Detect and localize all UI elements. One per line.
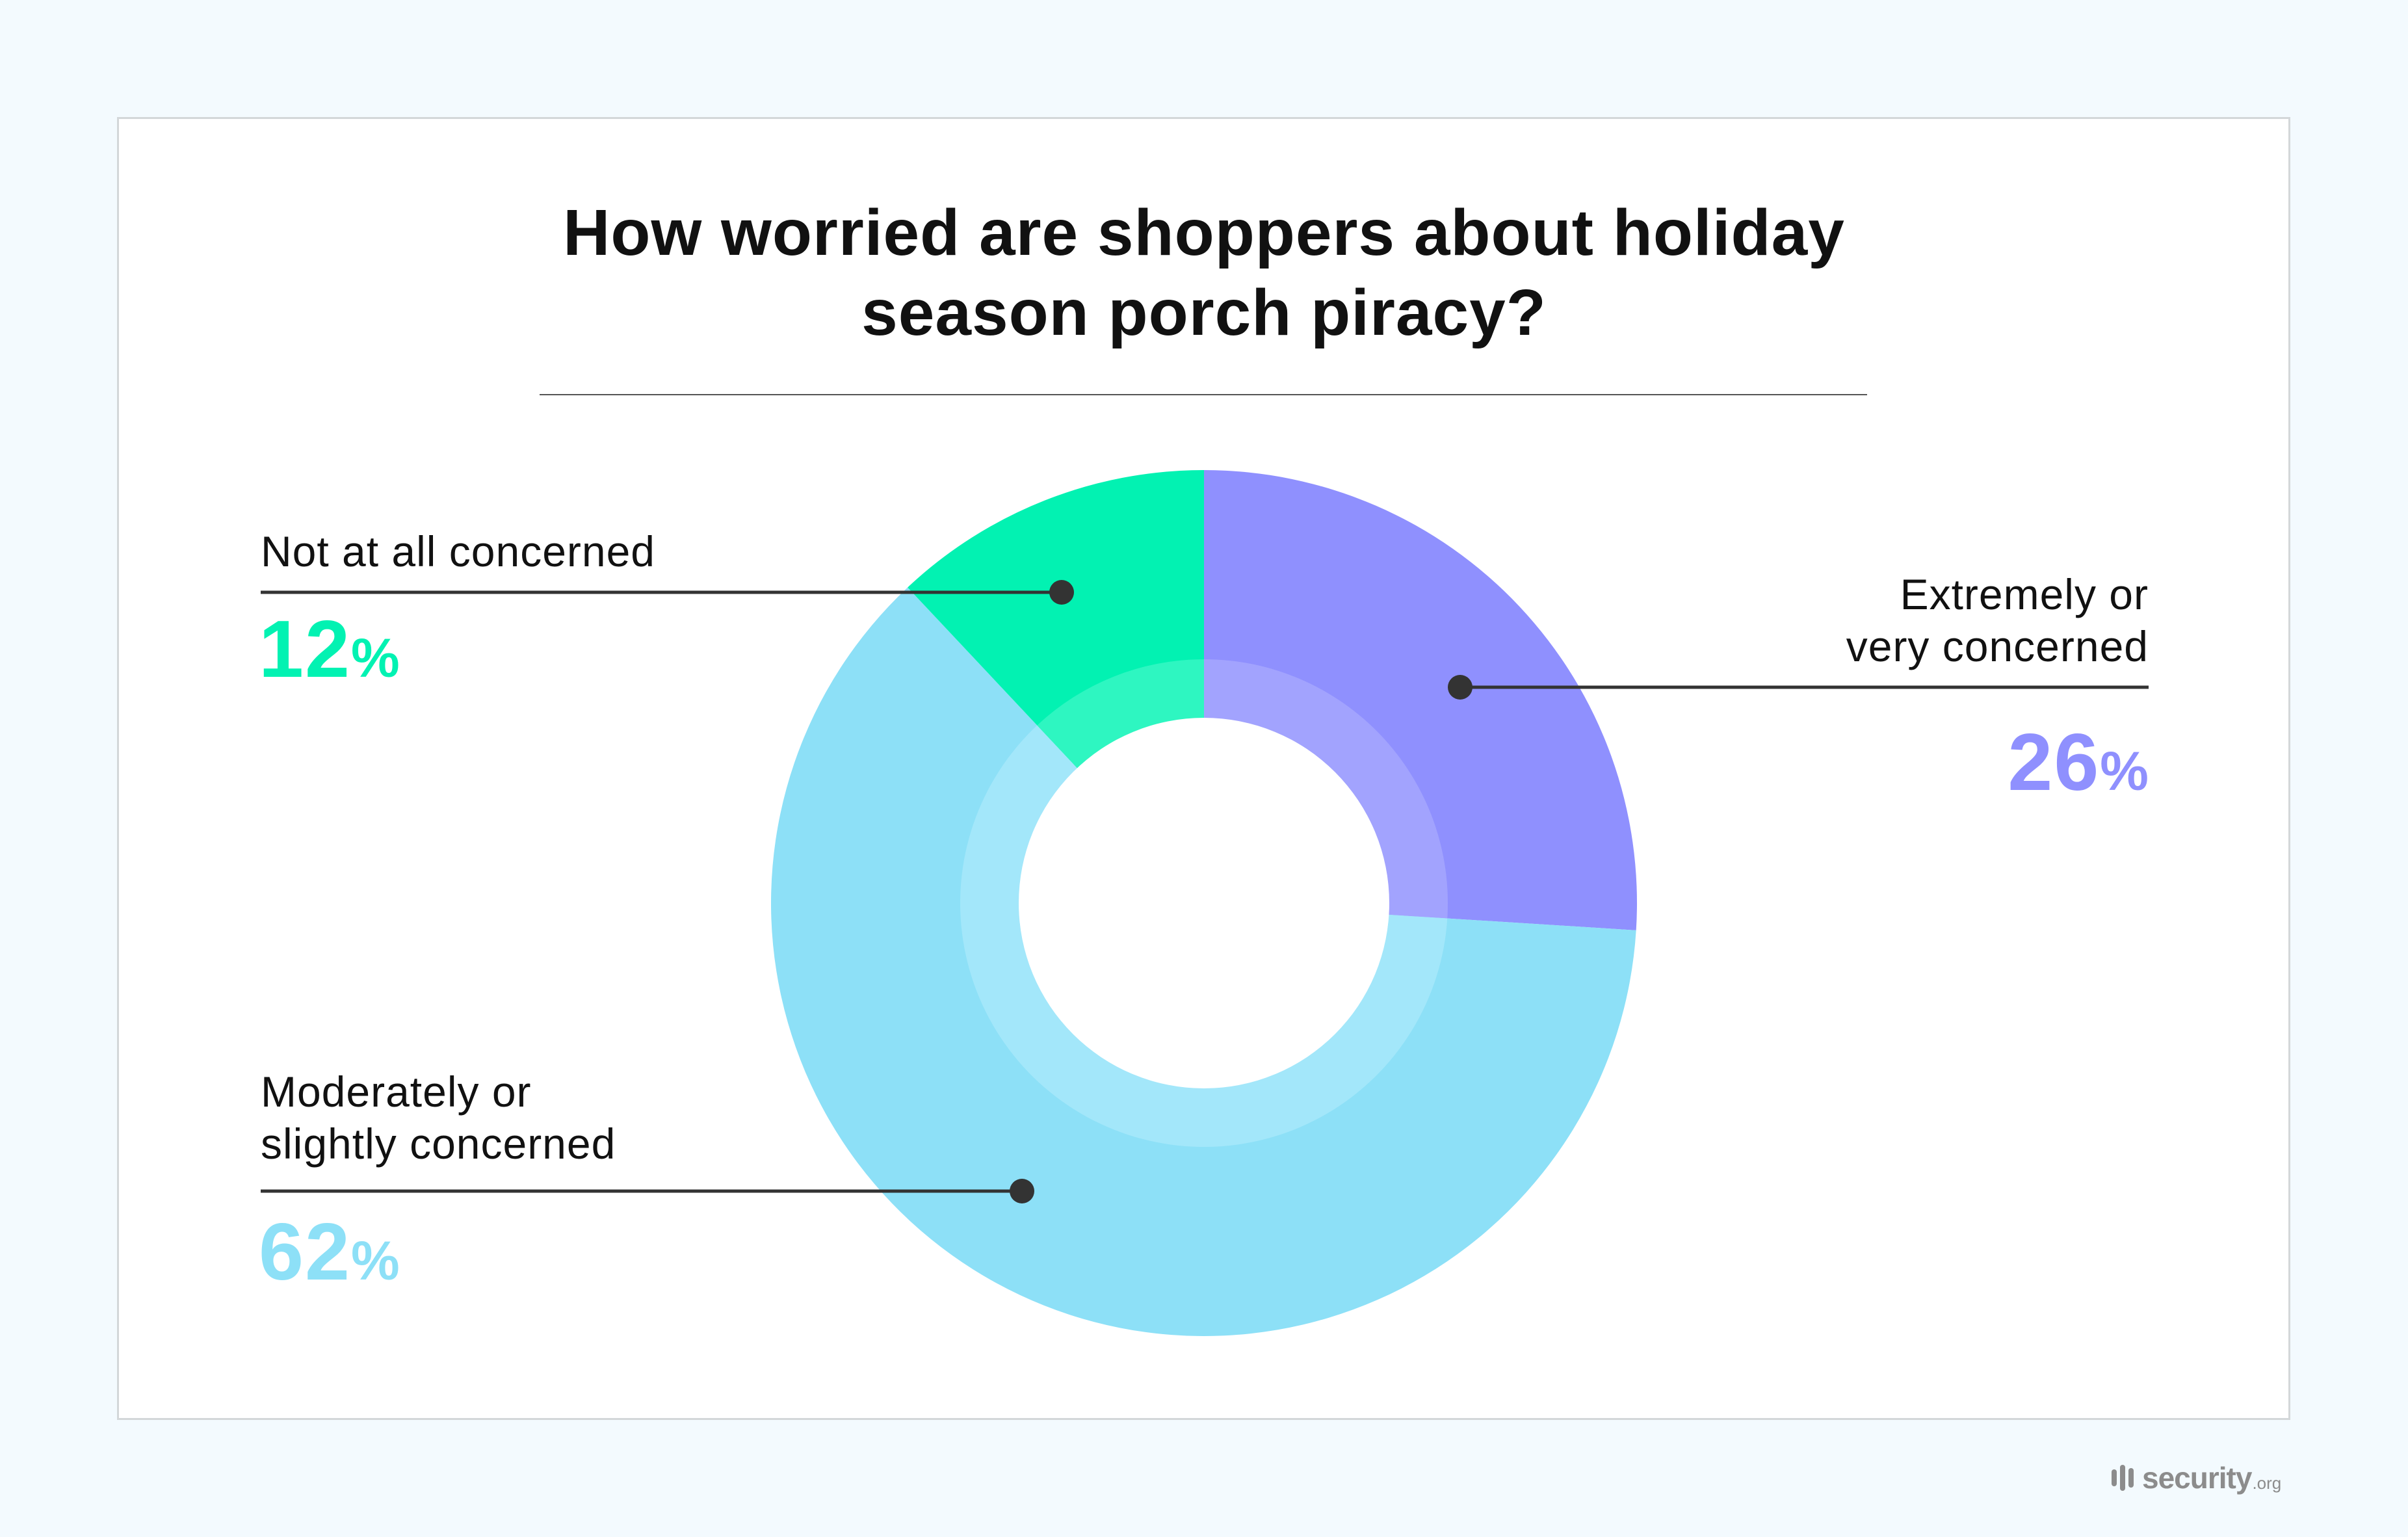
- logo-word: security: [2142, 1461, 2252, 1495]
- logo-tld: .org: [2252, 1473, 2282, 1493]
- value-extreme: 26%: [2008, 722, 2149, 811]
- label-not-at-all: Not at all concerned: [261, 527, 656, 575]
- value-number: 26: [2008, 718, 2100, 808]
- leader-dot-icon: [1010, 1179, 1034, 1203]
- value-moderate: 62%: [259, 1212, 400, 1301]
- leader-line-moderate: [261, 1179, 1034, 1203]
- chart-title-line-2: season porch piracy?: [861, 276, 1547, 349]
- percent-sign: %: [350, 627, 400, 689]
- leader-line-extreme: [1448, 675, 2149, 700]
- leader-dot-icon: [1448, 675, 1472, 700]
- percent-sign: %: [350, 1230, 400, 1291]
- leader-line-not-at-all: [261, 580, 1074, 605]
- chart-title: How worried are shoppers about holiday s…: [0, 193, 2408, 353]
- title-separator: [540, 394, 1867, 395]
- security-org-logo: security .org: [2112, 1461, 2282, 1495]
- donut-hole: [1019, 718, 1389, 1088]
- percent-sign: %: [2100, 741, 2149, 802]
- label-moderate: Moderately or slightly concerned: [261, 1068, 616, 1168]
- value-not-at-all: 12%: [259, 609, 400, 698]
- label-extreme: Extremely or very concerned: [1846, 570, 2149, 670]
- value-number: 62: [259, 1207, 351, 1297]
- chart-title-line-1: How worried are shoppers about holiday: [563, 196, 1845, 269]
- logo-bars-icon: [2112, 1465, 2137, 1491]
- leader-dot-icon: [1049, 580, 1074, 605]
- value-number: 12: [259, 605, 351, 694]
